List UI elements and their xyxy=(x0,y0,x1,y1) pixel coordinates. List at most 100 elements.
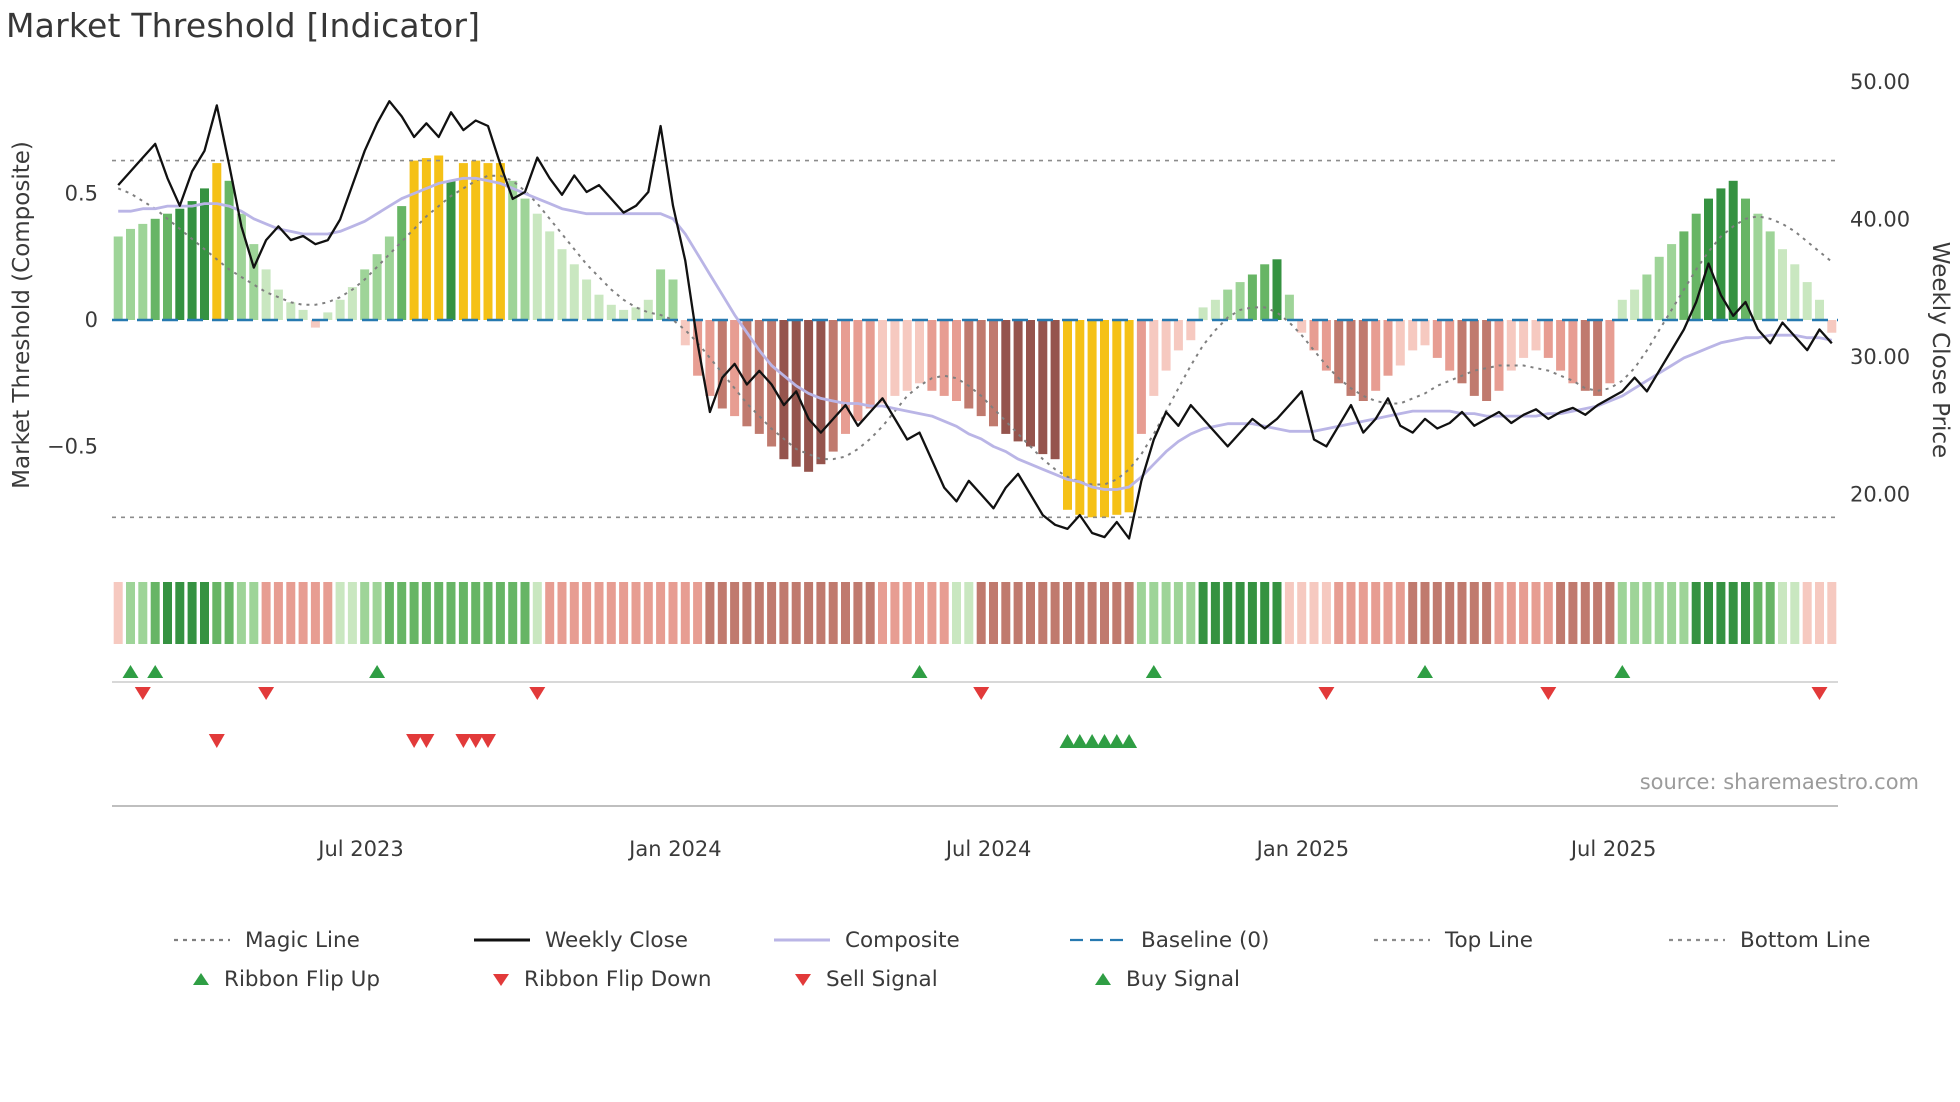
ribbon-bar xyxy=(1272,582,1282,644)
legend-label: Composite xyxy=(845,927,960,953)
ribbon-bar xyxy=(1223,582,1233,644)
composite-bar xyxy=(335,299,345,320)
composite-bar xyxy=(1210,299,1220,320)
composite-bar xyxy=(1272,259,1282,320)
composite-bar xyxy=(384,236,394,320)
composite-bar xyxy=(495,163,505,320)
ribbon-flip-up-icon xyxy=(1614,665,1631,678)
ribbon-bar xyxy=(964,582,974,644)
up-triangle-icon xyxy=(1095,973,1111,985)
composite-bar xyxy=(1506,320,1516,371)
ribbon-bar xyxy=(126,582,135,644)
composite-bar xyxy=(1691,213,1701,320)
ribbon-bar xyxy=(878,582,887,644)
composite-bar xyxy=(1580,320,1590,391)
ribbon-bar xyxy=(1001,582,1011,644)
composite-bar xyxy=(865,320,875,409)
ribbon-bar xyxy=(902,582,912,644)
ribbon-bar xyxy=(224,582,234,644)
legend-label: Top Line xyxy=(1445,927,1533,953)
legend-label: Magic Line xyxy=(245,927,360,953)
composite-bar xyxy=(569,264,579,320)
ribbon-bar xyxy=(767,582,777,644)
chart-title: Market Threshold [Indicator] xyxy=(6,6,481,45)
ribbon-bar xyxy=(323,582,333,644)
composite-bar xyxy=(915,320,924,384)
ribbon-bar xyxy=(1691,582,1701,644)
composite-bar xyxy=(273,289,283,320)
ribbon-bar xyxy=(384,582,394,644)
left-tick-label: −0.5 xyxy=(47,435,98,459)
composite-bar xyxy=(421,158,431,320)
ribbon-bar xyxy=(1432,582,1442,644)
ribbon-bar xyxy=(865,582,875,644)
ribbon-bar xyxy=(989,582,998,644)
ribbon-flip-down-icon xyxy=(134,687,151,700)
composite-bar xyxy=(483,163,493,320)
composite-bar xyxy=(1457,320,1467,384)
sell-signal-icon xyxy=(480,734,496,748)
composite-bar xyxy=(187,201,197,320)
buy-signal-icon xyxy=(1121,734,1138,748)
composite-bar xyxy=(1593,320,1603,396)
x-tick-label: Jan 2024 xyxy=(627,837,722,861)
ribbon-bar xyxy=(631,582,641,644)
composite-bar xyxy=(310,320,320,328)
composite-bar xyxy=(1556,320,1566,371)
legend-sell-signal: Sell Signal xyxy=(793,965,938,993)
sell-signal-icon xyxy=(208,734,225,748)
ribbon-bar xyxy=(1309,582,1319,644)
ribbon-bar xyxy=(1100,582,1109,644)
ribbon-bar xyxy=(212,582,222,644)
ribbon-bar xyxy=(693,582,703,644)
ribbon-bar xyxy=(569,582,579,644)
composite-bar xyxy=(668,279,678,320)
composite-bar xyxy=(1753,213,1763,320)
composite-bar xyxy=(606,304,616,320)
ribbon-bar xyxy=(1161,582,1171,644)
composite-bar xyxy=(1445,320,1455,371)
composite-bar xyxy=(126,228,135,320)
legend-label: Ribbon Flip Down xyxy=(524,966,712,992)
ribbon-bar xyxy=(397,582,407,644)
ribbon-bar xyxy=(1790,582,1800,644)
ribbon-bar xyxy=(791,582,801,644)
ribbon-bar xyxy=(619,582,629,644)
buy-signal-icon xyxy=(1071,734,1088,748)
composite-bar xyxy=(1716,188,1726,320)
ribbon-bar xyxy=(1605,582,1615,644)
ribbon-bar xyxy=(1235,582,1245,644)
legend-buy-signal: Buy Signal xyxy=(1093,965,1240,993)
ribbon-bar xyxy=(471,582,481,644)
ribbon-flip-down-icon xyxy=(529,687,546,700)
composite-bar xyxy=(520,198,530,320)
composite-bar xyxy=(1038,320,1048,455)
composite-bar xyxy=(138,223,148,320)
composite-bar xyxy=(236,213,246,320)
composite-bar xyxy=(1531,320,1541,351)
ribbon-bar xyxy=(1543,582,1553,644)
legend-bottom-line: Bottom Line xyxy=(1667,926,1871,954)
ribbon-bar xyxy=(1124,582,1134,644)
ribbon-bar xyxy=(446,582,456,644)
composite-bar xyxy=(680,320,690,346)
sell-signal-icon xyxy=(455,734,472,748)
ribbon-bar xyxy=(508,582,518,644)
composite-bar xyxy=(1149,320,1159,396)
ribbon-bar xyxy=(483,582,493,644)
ribbon-bar xyxy=(1716,582,1726,644)
composite-bar xyxy=(754,320,764,434)
composite-bar xyxy=(1136,320,1146,434)
composite-bar xyxy=(1186,320,1196,341)
composite-bar xyxy=(1654,256,1664,321)
ribbon-flip-up-icon xyxy=(1417,665,1433,678)
legend-label: Bottom Line xyxy=(1740,927,1871,953)
ribbon-bar xyxy=(1063,582,1072,644)
ribbon-bar xyxy=(261,582,271,644)
ribbon-bar xyxy=(1210,582,1220,644)
down-triangle-icon xyxy=(493,974,509,986)
ribbon-bar xyxy=(1284,582,1294,644)
composite-bar xyxy=(1815,299,1824,320)
composite-bar xyxy=(212,163,222,320)
